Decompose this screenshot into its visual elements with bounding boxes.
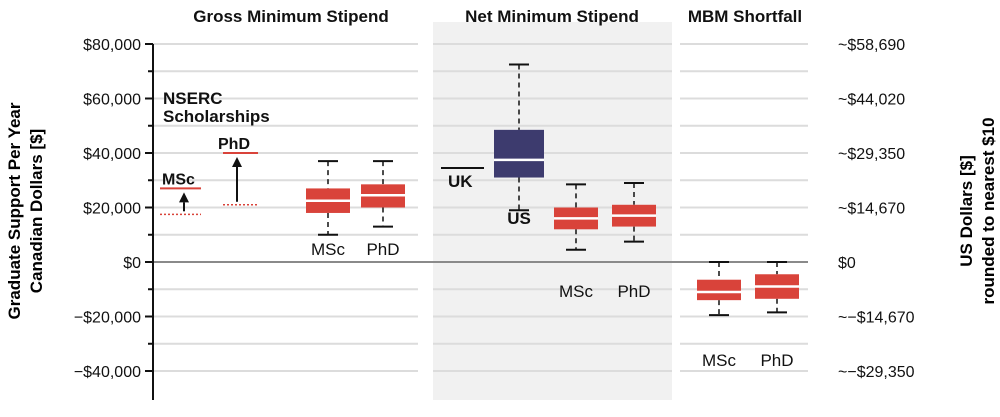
nserc-label: MSc bbox=[162, 171, 195, 188]
panel-title: MBM Shortfall bbox=[688, 7, 802, 26]
nserc-label: PhD bbox=[218, 136, 250, 153]
y-tick-label-left: $40,000 bbox=[83, 146, 141, 163]
y-axis-title-right-line1: US Dollars [$] bbox=[957, 155, 976, 266]
box-label: PhD bbox=[617, 282, 650, 301]
nserc-label-line2: Scholarships bbox=[163, 107, 270, 126]
box-label: MSc bbox=[702, 351, 737, 370]
box-label: PhD bbox=[366, 240, 399, 259]
y-tick-label-right: ~$29,350 bbox=[838, 146, 905, 163]
y-tick-label-left: $80,000 bbox=[83, 37, 141, 54]
box-msc bbox=[697, 279, 741, 301]
reference-label-uk: UK bbox=[448, 172, 473, 191]
y-axis-title-right-line2: rounded to nearest $10 bbox=[979, 117, 998, 304]
box-label: MSc bbox=[559, 282, 594, 301]
y-axis-title-left-line2: Canadian Dollars [$] bbox=[27, 129, 46, 293]
y-tick-label-left: −$40,000 bbox=[74, 364, 141, 381]
y-tick-label-left: −$20,000 bbox=[74, 310, 141, 327]
panel-title: Gross Minimum Stipend bbox=[193, 7, 389, 26]
box-us bbox=[494, 129, 544, 178]
y-tick-label-right: ~−$14,670 bbox=[838, 310, 915, 327]
y-tick-label-left: $20,000 bbox=[83, 201, 141, 218]
y-tick-label-left: $60,000 bbox=[83, 92, 141, 109]
y-tick-label-right: ~$58,690 bbox=[838, 37, 905, 54]
y-tick-label-left: $0 bbox=[123, 255, 141, 272]
panel-title: Net Minimum Stipend bbox=[465, 7, 639, 26]
y-tick-label-right: ~−$29,350 bbox=[838, 364, 915, 381]
nserc-arrow-head bbox=[232, 157, 242, 167]
y-tick-label-right: ~$14,670 bbox=[838, 201, 905, 218]
y-axis-title-left-line1: Graduate Support Per Year bbox=[5, 102, 24, 319]
box-label: US bbox=[507, 209, 531, 228]
nserc-label-line1: NSERC bbox=[163, 89, 223, 108]
nserc-arrow-head bbox=[179, 192, 189, 203]
box-label: PhD bbox=[760, 351, 793, 370]
box-label: MSc bbox=[311, 240, 346, 259]
y-tick-label-right: ~$44,020 bbox=[838, 92, 905, 109]
y-tick-label-right: $0 bbox=[838, 255, 856, 272]
